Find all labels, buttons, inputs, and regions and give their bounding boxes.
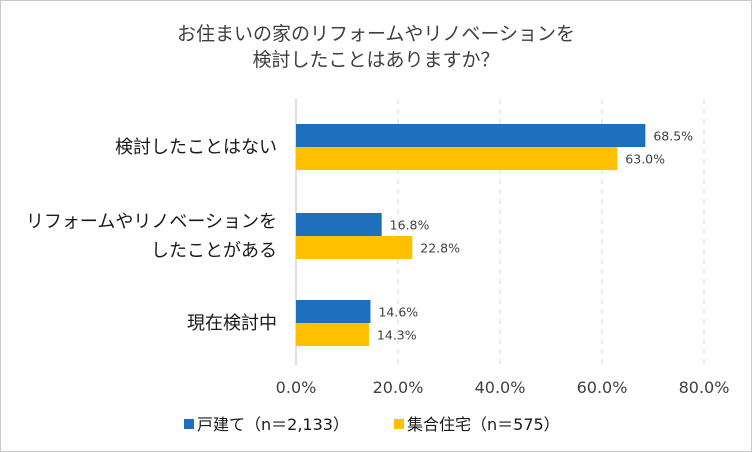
legend-label: 集合住宅（n＝575） <box>407 415 560 434</box>
legend-label: 戸建て（n＝2,133） <box>197 415 349 434</box>
x-tick-label: 80.0% <box>679 378 730 397</box>
bar <box>296 300 371 323</box>
legend-swatch <box>394 419 404 429</box>
x-tick-label: 20.0% <box>373 378 424 397</box>
bar <box>296 213 382 236</box>
bar <box>296 323 369 346</box>
data-label: 16.8% <box>390 218 430 233</box>
legend-swatch <box>184 419 194 429</box>
bar <box>296 236 413 259</box>
category-label: 検討したことはない <box>115 137 277 158</box>
labels: 0.0% 20.0% 40.0% 60.0% 80.0% 68.5% 16.8% 14.6% 6… <box>26 129 730 398</box>
category-label: リフォームやリノベーションを <box>26 212 277 233</box>
chart-title-line-1: お住まいの家のリフォームやリノベーションを <box>177 23 575 45</box>
data-label: 22.8% <box>420 241 460 256</box>
category-label: 現在検討中 <box>187 313 277 334</box>
category-label: したことがある <box>151 241 277 262</box>
bar <box>296 147 618 170</box>
x-tick-label: 0.0% <box>276 378 317 397</box>
x-tick-label: 40.0% <box>475 378 526 397</box>
chart-title-line-2: 検討したことはありますか？ <box>252 49 499 71</box>
data-label: 14.3% <box>377 328 417 343</box>
x-tick-label: 60.0% <box>577 378 628 397</box>
bars <box>296 124 646 346</box>
data-label: 14.6% <box>378 305 418 320</box>
data-label: 68.5% <box>653 129 693 144</box>
data-label: 63.0% <box>625 152 665 167</box>
legend: 戸建て（n＝2,133） 集合住宅（n＝575） <box>184 415 560 434</box>
bar <box>296 124 646 147</box>
